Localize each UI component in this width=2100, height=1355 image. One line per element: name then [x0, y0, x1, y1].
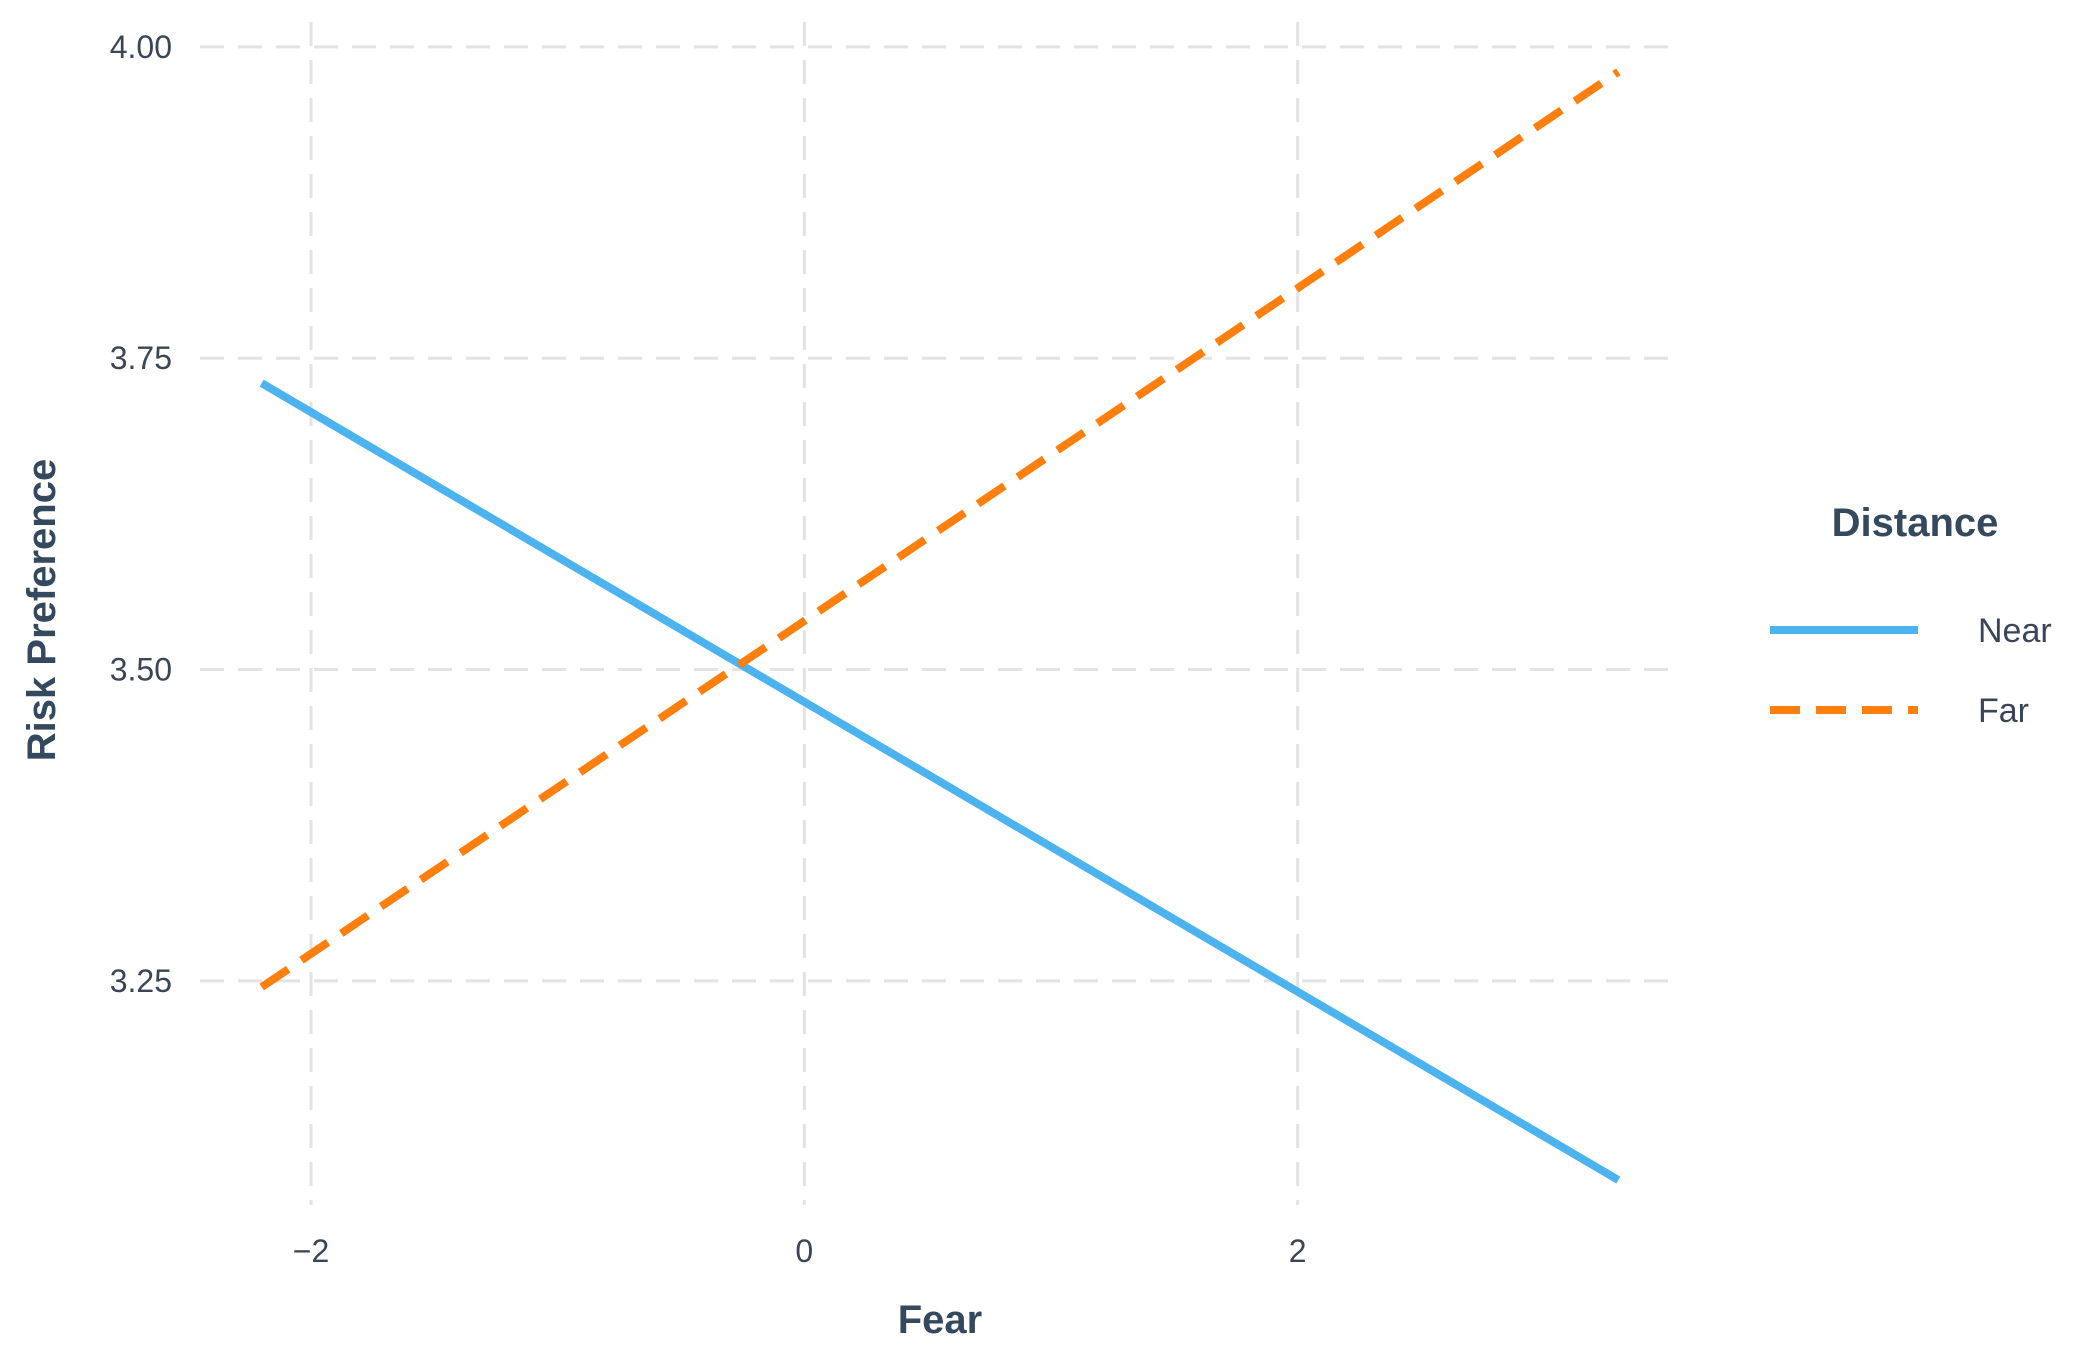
series-layer	[259, 68, 1621, 1184]
y-axis-title: Risk Preference	[20, 459, 64, 761]
y-tick-label: 4.00	[110, 29, 172, 65]
x-axis-title: Fear	[898, 1298, 983, 1342]
y-tick-label: 3.25	[110, 963, 172, 999]
legend-items: Near Far	[1770, 612, 2052, 730]
x-tick-label: 2	[1289, 1233, 1307, 1269]
legend-item-near: Near	[1770, 612, 2052, 650]
x-tick-label: −2	[293, 1233, 329, 1269]
legend-item-far: Far	[1770, 692, 2029, 730]
y-tick-label: 3.75	[110, 340, 172, 376]
y-tick-label: 3.50	[110, 652, 172, 688]
legend-title: Distance	[1832, 501, 1999, 545]
grid-layer	[200, 22, 1680, 1205]
legend: Distance Near Far	[1770, 501, 2052, 730]
x-tick-labels: −2 0 2	[293, 1233, 1307, 1269]
series-line-far	[259, 68, 1621, 991]
legend-label-far: Far	[1978, 692, 2029, 730]
series-line-near	[259, 379, 1621, 1184]
legend-label-near: Near	[1978, 612, 2052, 650]
y-tick-labels: 3.25 3.50 3.75 4.00	[110, 29, 172, 999]
x-tick-label: 0	[795, 1233, 813, 1269]
